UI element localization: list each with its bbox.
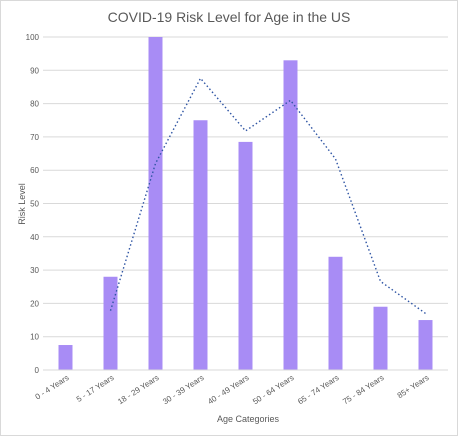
y-tick-label: 60: [30, 166, 39, 175]
bar: [193, 120, 208, 370]
bar: [58, 345, 73, 370]
bar: [103, 276, 118, 370]
x-tick-label: 50 - 64 Years: [251, 373, 295, 406]
x-tick-label: 85+ Years: [396, 373, 431, 400]
x-tick-label: 40 - 49 Years: [206, 373, 250, 406]
y-tick-label: 30: [30, 266, 39, 275]
bar: [238, 141, 253, 370]
y-tick-label: 10: [30, 333, 39, 342]
chart-title: COVID-19 Risk Level for Age in the US: [108, 9, 351, 25]
x-tick-label: 75 - 84 Years: [341, 373, 385, 406]
x-tick-label: 5 - 17 Years: [75, 373, 116, 404]
y-tick-label: 100: [26, 33, 40, 42]
y-tick-label: 90: [30, 66, 39, 75]
x-tick-label: 65 - 74 Years: [296, 373, 340, 406]
trendline: [109, 77, 426, 314]
y-tick-label: 70: [30, 133, 39, 142]
x-axis-label: Age Categories: [217, 414, 280, 424]
bars: [58, 37, 433, 371]
bar: [418, 320, 433, 370]
y-tick-label: 0: [35, 366, 40, 375]
bar: [373, 306, 388, 370]
x-tick-label: 18 - 29 Years: [116, 373, 160, 406]
y-tick-label: 50: [30, 200, 39, 209]
bar: [148, 37, 163, 370]
y-tick-label: 20: [30, 299, 39, 308]
bar: [283, 60, 298, 371]
x-tick-label: 30 - 39 Years: [161, 373, 205, 406]
y-tick-label: 40: [30, 233, 39, 242]
y-tick-labels: 0 10 20 30 40 50 60 70 80 90 100: [26, 33, 40, 375]
y-axis-label: Risk Level: [17, 183, 27, 225]
bar: [328, 256, 343, 370]
x-tick-label: 0 - 4 Years: [34, 373, 71, 401]
y-tick-label: 80: [30, 100, 39, 109]
x-tick-labels: 0 - 4 Years 5 - 17 Years 18 - 29 Years 30 -…: [34, 373, 431, 406]
